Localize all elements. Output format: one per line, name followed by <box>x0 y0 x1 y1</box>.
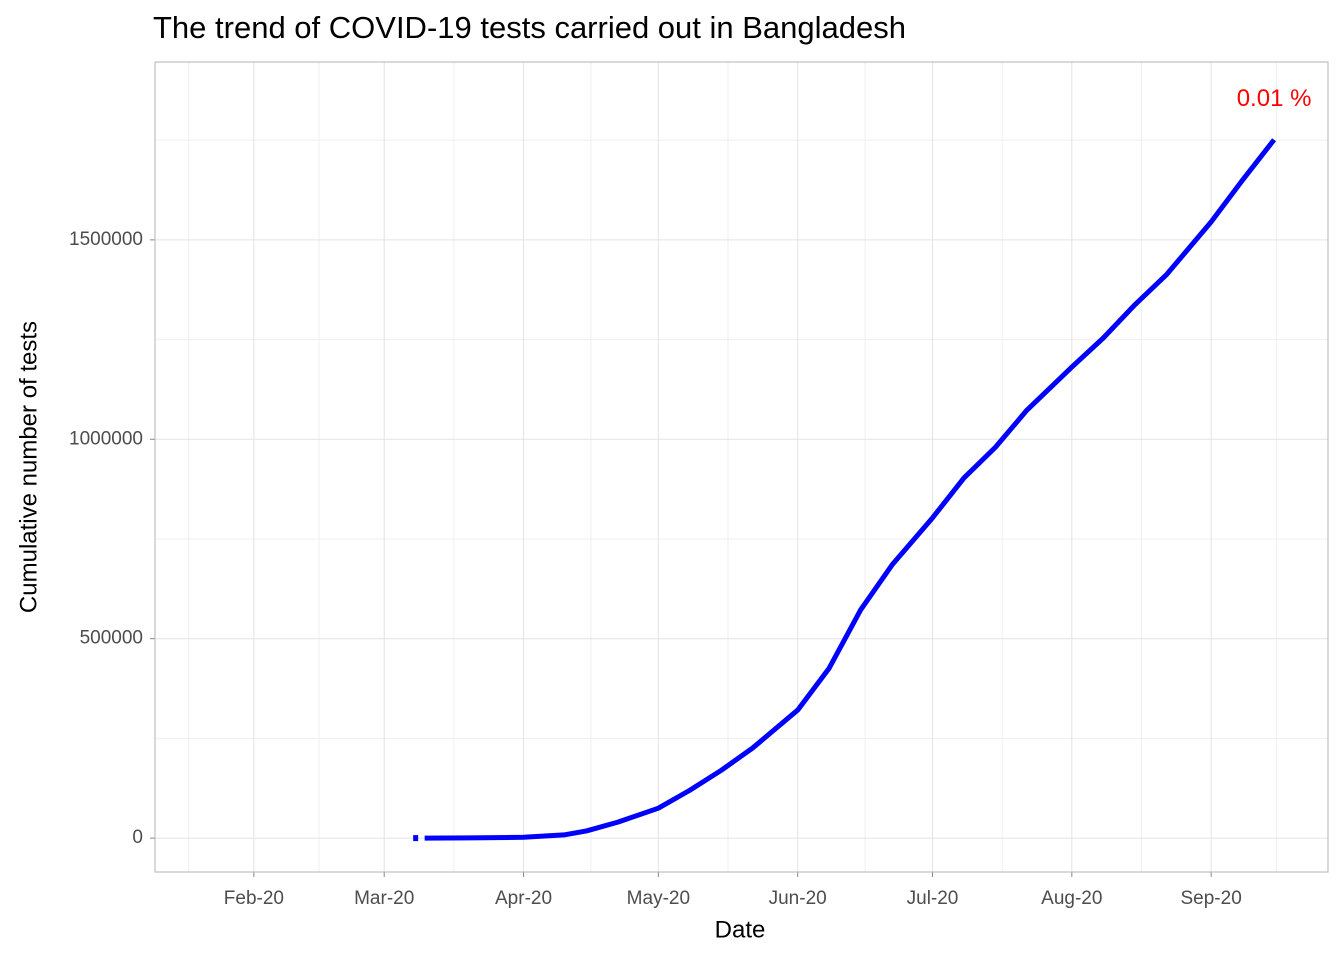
y-tick-label: 500000 <box>80 628 143 649</box>
x-tick-label: Jul-20 <box>907 888 959 909</box>
x-tick-label: Aug-20 <box>1041 888 1102 909</box>
x-tick-label: May-20 <box>627 888 690 909</box>
y-tick-label: 0 <box>132 827 143 848</box>
x-tick-label: Feb-20 <box>224 888 284 909</box>
x-tick-label: Sep-20 <box>1181 888 1242 909</box>
y-tick-label: 1500000 <box>69 229 143 250</box>
y-axis-title: Cumulative number of tests <box>15 321 42 613</box>
chart-title: The trend of COVID-19 tests carried out … <box>153 10 906 45</box>
y-tick-label: 1000000 <box>69 428 143 449</box>
annotation: 0.01 % <box>1237 85 1312 112</box>
x-axis-title: Date <box>715 916 766 943</box>
panel-border <box>154 61 1329 873</box>
x-tick-label: Apr-20 <box>495 888 552 909</box>
x-tick-label: Mar-20 <box>354 888 414 909</box>
x-tick-label: Jun-20 <box>769 888 827 909</box>
line <box>424 138 1277 841</box>
